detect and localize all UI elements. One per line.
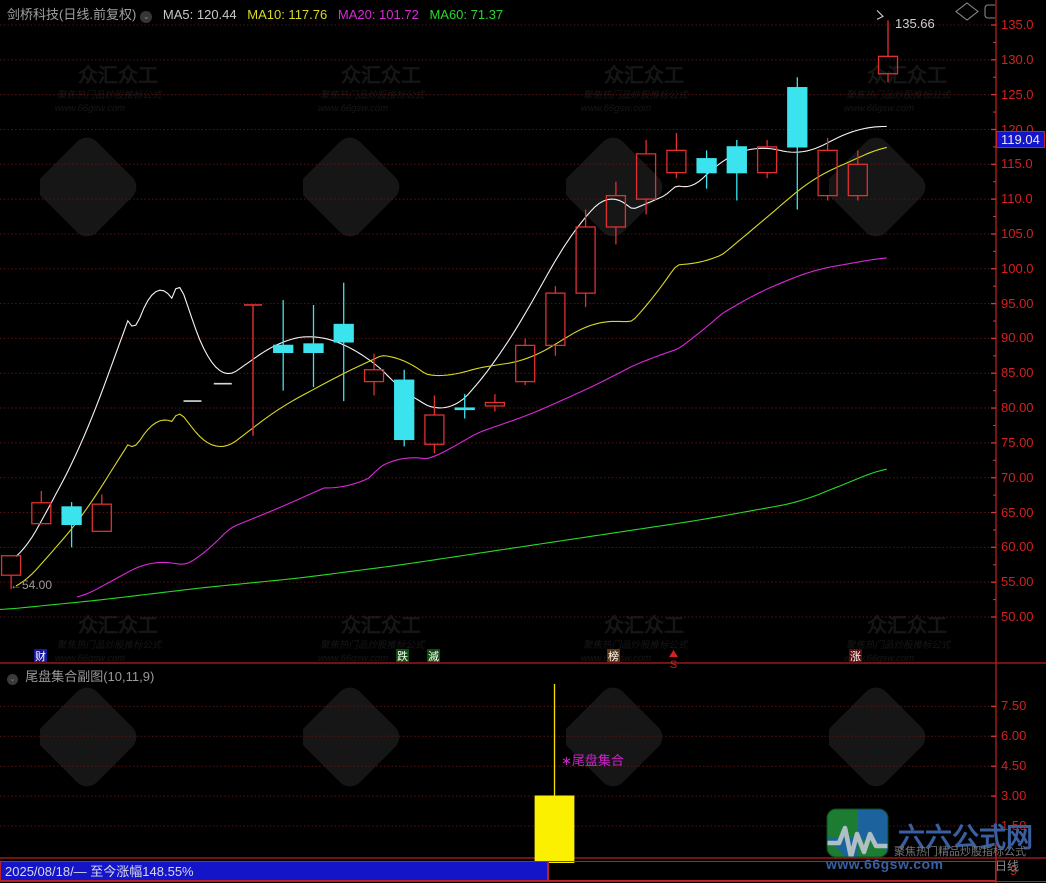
- svg-text:滅: 滅: [428, 650, 439, 663]
- svg-text:S: S: [670, 659, 677, 669]
- svg-text:财: 财: [35, 649, 46, 663]
- svg-text:跌: 跌: [397, 649, 408, 663]
- svg-text:榜: 榜: [608, 649, 619, 663]
- svg-text:涨: 涨: [850, 650, 861, 663]
